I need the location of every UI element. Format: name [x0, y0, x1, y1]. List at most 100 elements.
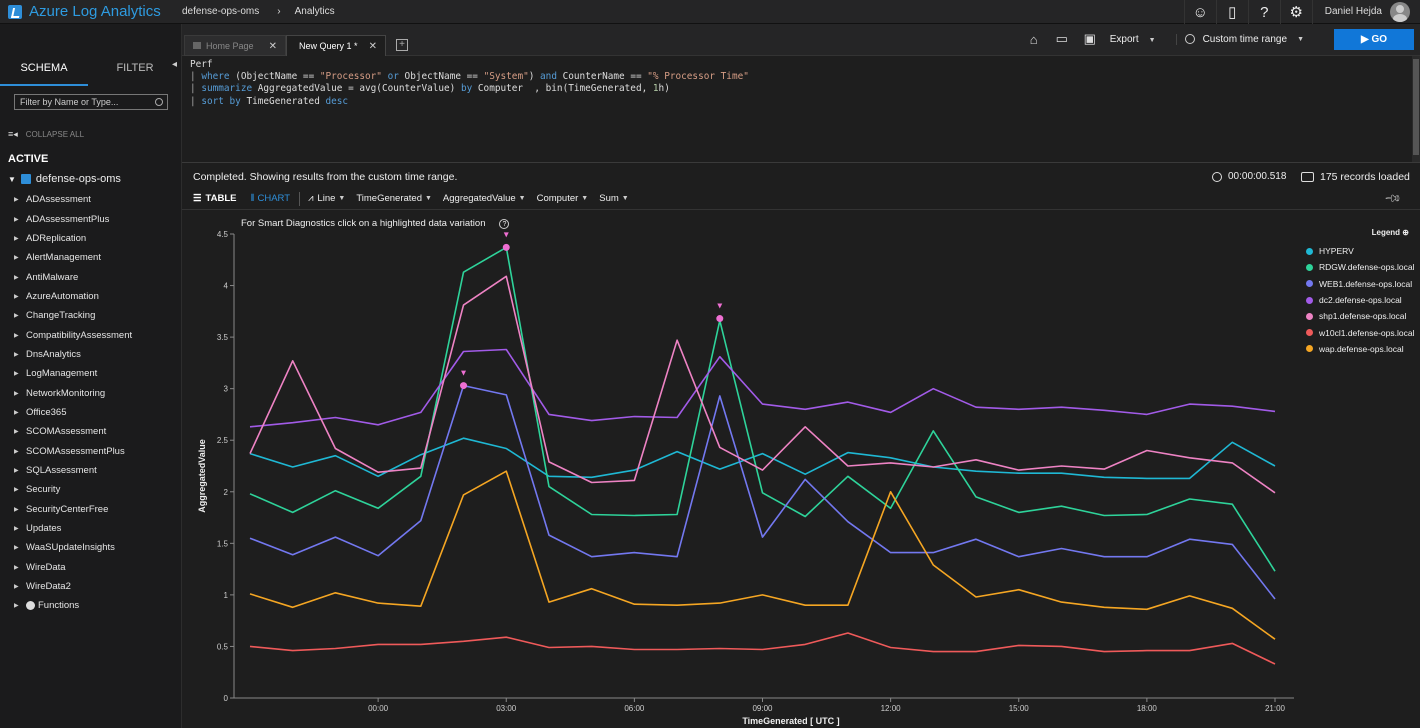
schema-table-item[interactable]: ▶ Security	[14, 480, 132, 499]
divider	[299, 191, 301, 206]
split-column-dropdown[interactable]: Computer ▼	[537, 193, 589, 204]
chevron-down-icon: ▼	[1297, 35, 1304, 43]
schema-table-label: SecurityCenterFree	[26, 503, 109, 515]
legend-title[interactable]: Legend ⊕	[1303, 228, 1417, 237]
chart-type-dropdown[interactable]: ⩘ Line ▼	[308, 193, 345, 204]
new-tab-button[interactable]: +	[396, 39, 408, 51]
pin-icon[interactable]: 📌︎	[1383, 189, 1402, 209]
schema-table-label: AntiMalware	[26, 271, 79, 283]
schema-table-item[interactable]: ▶ AlertManagement	[14, 248, 132, 267]
schema-table-item[interactable]: ▶ ADAssessment	[14, 190, 132, 209]
expand-right-icon: ▶	[14, 255, 19, 262]
y-tick-label: 1	[224, 591, 229, 600]
functions-node[interactable]: ▶ Functions	[14, 596, 132, 615]
chart-view-button[interactable]: ⫴ CHART	[251, 193, 291, 204]
schema-table-item[interactable]: ▶ WireData	[14, 558, 132, 577]
schema-table-item[interactable]: ▶ SCOMAssessment	[14, 422, 132, 441]
workspace-node[interactable]: ▼ defense-ops-oms	[8, 173, 121, 185]
tab-new-query[interactable]: New Query 1 * ✕	[286, 35, 386, 56]
legend-item[interactable]: dc2.defense-ops.local	[1303, 292, 1417, 308]
book-icon[interactable]: ▯	[1215, 0, 1248, 24]
series-line	[249, 632, 1276, 665]
export-button[interactable]: Export ▼	[1110, 34, 1156, 45]
duration-value: 00:00:00.518	[1228, 171, 1287, 182]
x-tick-label: 03:00	[496, 704, 517, 713]
breadcrumb-analytics[interactable]: Analytics	[294, 6, 335, 17]
schema-table-item[interactable]: ▶ NetworkMonitoring	[14, 383, 132, 402]
schema-table-label: AlertManagement	[26, 252, 101, 264]
schema-table-item[interactable]: ▶ ChangeTracking	[14, 306, 132, 325]
query-editor[interactable]: Perf | where (ObjectName == "Processor" …	[182, 56, 1420, 163]
chart-type-label: Line	[317, 193, 336, 204]
schema-table-item[interactable]: ▶ AzureAutomation	[14, 287, 132, 306]
chevron-down-icon: ▼	[1148, 36, 1156, 44]
schema-table-label: WireData	[26, 561, 66, 573]
filter-placeholder: Filter by Name or Type...	[20, 97, 119, 107]
legend-swatch	[1306, 247, 1313, 255]
open-folder-icon[interactable]: ▭	[1055, 31, 1068, 46]
series-line	[249, 437, 1276, 480]
x-tick-label: 06:00	[624, 704, 645, 713]
avatar[interactable]	[1390, 2, 1410, 22]
breadcrumb-workspace[interactable]: defense-ops-oms	[182, 6, 260, 17]
y-tick-label: 1.5	[217, 539, 229, 548]
export-label: Export	[1109, 33, 1139, 45]
schema-table-item[interactable]: ▶ SCOMAssessmentPlus	[14, 441, 132, 460]
gear-icon[interactable]: ⚙	[1279, 0, 1312, 24]
chevron-down-icon: ▼	[424, 195, 432, 202]
schema-table-label: Office365	[26, 406, 67, 418]
schema-table-item[interactable]: ▶ ADReplication	[14, 229, 132, 248]
legend-item[interactable]: WEB1.defense-ops.local	[1303, 276, 1417, 292]
expand-right-icon: ▶	[14, 313, 19, 320]
help-icon[interactable]: ?	[1247, 0, 1280, 24]
legend-label: Legend	[1371, 228, 1401, 237]
schema-table-item[interactable]: ▶ DnsAnalytics	[14, 345, 132, 364]
save-icon[interactable]: ▣	[1083, 31, 1096, 46]
user-name[interactable]: Daniel Hejda	[1311, 0, 1390, 24]
chevron-down-icon: ▼	[581, 195, 589, 202]
expand-right-icon: ▶	[14, 448, 19, 455]
tab-home-page[interactable]: Home Page ✕	[184, 35, 286, 56]
help-icon[interactable]: ?	[499, 218, 510, 229]
schema-table-item[interactable]: ▶ WireData2	[14, 577, 132, 596]
go-button[interactable]: ▶ GO	[1334, 28, 1414, 50]
time-range-picker[interactable]: Custom time range ▼	[1175, 33, 1304, 45]
close-icon[interactable]: ✕	[368, 41, 377, 52]
tab-filter[interactable]: FILTER	[116, 62, 154, 74]
table-view-button[interactable]: ☰ TABLE	[193, 193, 237, 204]
schema-table-item[interactable]: ▶ LogManagement	[14, 364, 132, 383]
schema-table-item[interactable]: ▶ SQLAssessment	[14, 461, 132, 480]
expand-right-icon: ▶	[14, 467, 19, 474]
schema-table-item[interactable]: ▶ AntiMalware	[14, 267, 132, 286]
schema-filter-input[interactable]: Filter by Name or Type...	[14, 94, 168, 110]
functions-icon	[26, 601, 35, 611]
schema-table-item[interactable]: ▶ SecurityCenterFree	[14, 500, 132, 519]
legend-item[interactable]: shp1.defense-ops.local	[1303, 308, 1417, 324]
schema-table-item[interactable]: ▶ WaaSUpdateInsights	[14, 538, 132, 557]
legend-item[interactable]: RDGW.defense-ops.local	[1303, 259, 1417, 275]
highlight-marker-icon	[717, 303, 723, 309]
x-tick-label: 12:00	[881, 704, 902, 713]
schema-table-item[interactable]: ▶ CompatibilityAssessment	[14, 325, 132, 344]
collapse-sidebar-icon[interactable]: ◂	[172, 59, 178, 70]
search-icon	[155, 98, 163, 106]
top-bar: Azure Log Analytics defense-ops-oms › An…	[0, 0, 1420, 24]
home-icon[interactable]: ⌂	[1029, 31, 1038, 47]
editor-scrollbar[interactable]	[1412, 56, 1420, 162]
legend-item[interactable]: w10cl1.defense-ops.local	[1303, 324, 1417, 340]
schema-table-item[interactable]: ▶ Office365	[14, 403, 132, 422]
aggregation-dropdown[interactable]: Sum ▼	[599, 193, 628, 204]
tab-schema[interactable]: SCHEMA	[0, 56, 88, 86]
collapse-all-button[interactable]: ≡◂ COLLAPSE ALL	[8, 129, 84, 140]
legend-item[interactable]: HYPERV	[1303, 243, 1417, 259]
records-icon	[1301, 172, 1314, 182]
y-column-dropdown[interactable]: AggregatedValue ▼	[443, 193, 526, 204]
legend-item[interactable]: wap.defense-ops.local	[1303, 341, 1417, 357]
close-icon[interactable]: ✕	[268, 41, 277, 52]
schema-table-label: ADReplication	[26, 232, 87, 244]
schema-table-item[interactable]: ▶ ADAssessmentPlus	[14, 209, 132, 228]
smiley-icon[interactable]: ☺	[1183, 0, 1216, 24]
x-column-dropdown[interactable]: TimeGenerated ▼	[356, 193, 432, 204]
schema-table-item[interactable]: ▶ Updates	[14, 519, 132, 538]
app-logo[interactable]: Azure Log Analytics	[0, 3, 170, 20]
